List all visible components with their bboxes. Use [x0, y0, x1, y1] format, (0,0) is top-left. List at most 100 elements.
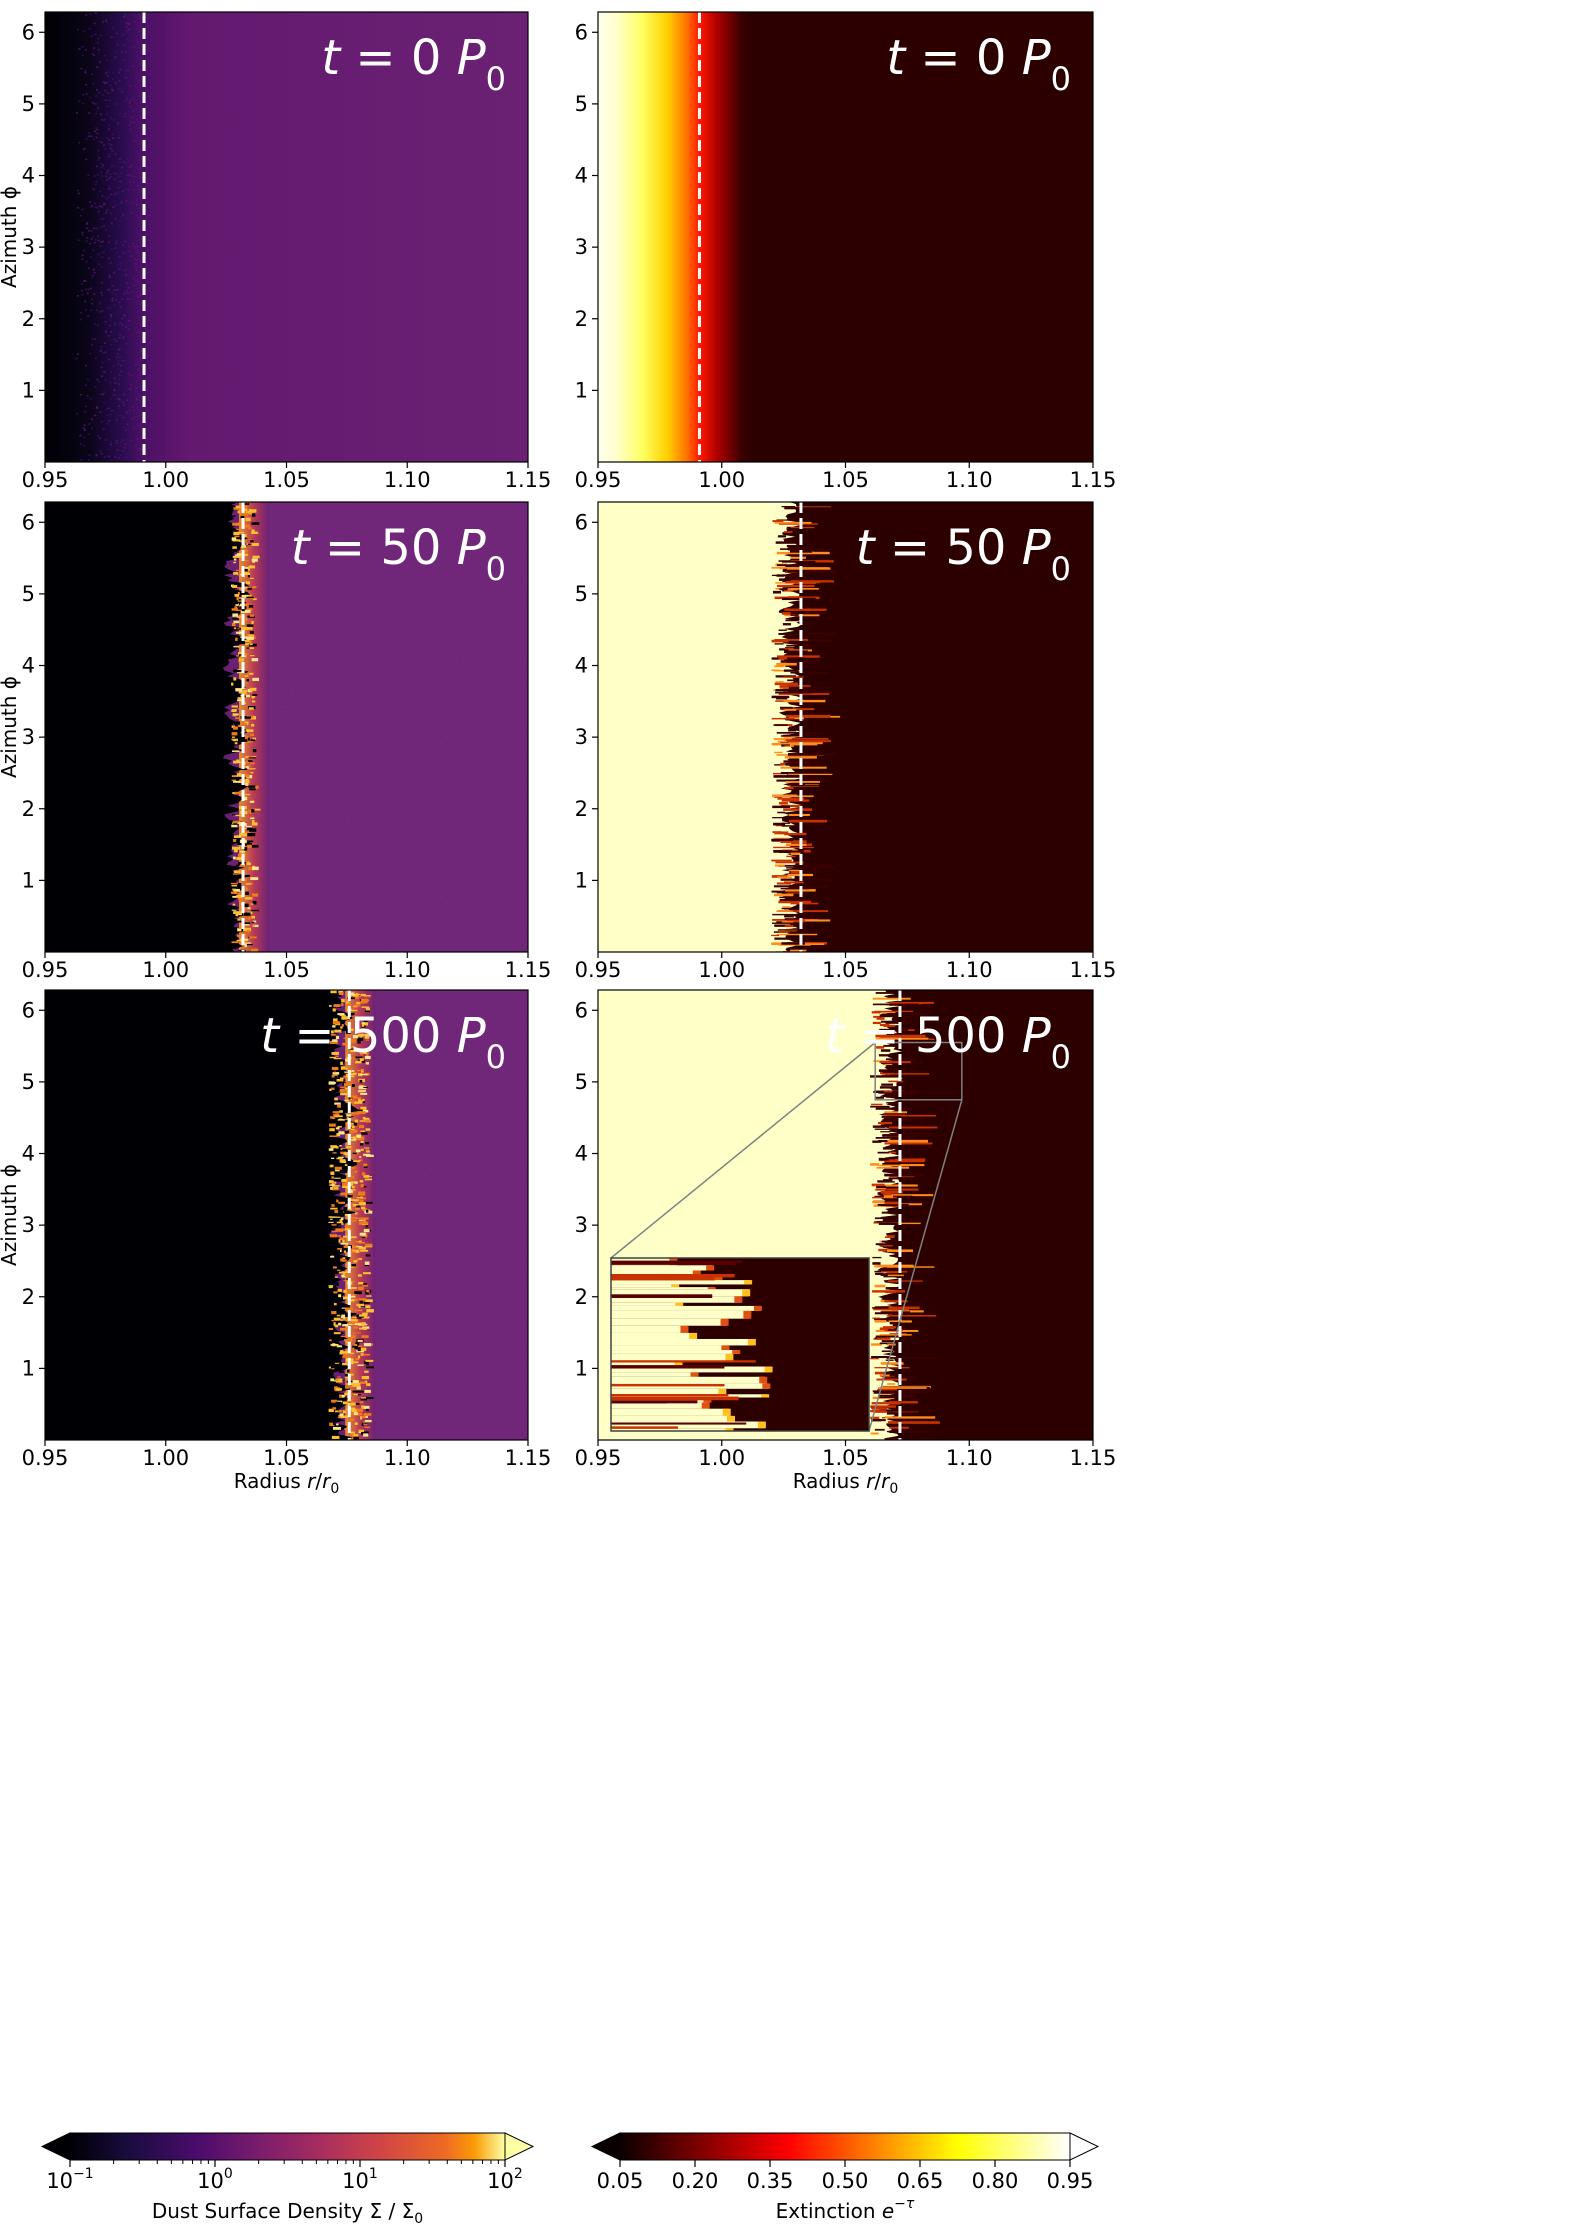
extinction-streak: [889, 1322, 901, 1325]
dust-clump: [338, 990, 344, 993]
density-speckle: [97, 106, 100, 109]
inset-finger-edge: [690, 1372, 699, 1377]
density-speckle: [113, 388, 116, 391]
inset-streak: [611, 1426, 678, 1429]
extinction-streak: [875, 1037, 929, 1040]
dust-clump: [252, 893, 259, 897]
density-speckle: [110, 248, 113, 250]
dust-clump: [347, 1352, 355, 1354]
dust-clump: [230, 882, 239, 885]
x-tick-label: 1.15: [505, 468, 552, 492]
dust-clump: [328, 1366, 331, 1369]
extinction-streak: [884, 1201, 900, 1205]
density-speckle: [147, 314, 150, 317]
density-speckle: [81, 293, 84, 296]
extinction-streak: [774, 833, 785, 835]
extinction-streak: [873, 1391, 915, 1394]
density-speckle: [125, 158, 128, 160]
density-speckle: [118, 405, 121, 407]
dust-clump: [247, 916, 251, 920]
density-speckle: [79, 443, 82, 445]
dust-clump: [328, 1216, 334, 1218]
dust-clump: [330, 1145, 337, 1148]
x-axis-label: Radius r/r0: [793, 1469, 899, 1497]
inset-finger-edge: [761, 1394, 770, 1398]
extinction-streak: [777, 929, 807, 931]
inset-streak: [611, 1276, 715, 1281]
dust-clump: [363, 1327, 367, 1330]
extinction-streak: [788, 729, 797, 732]
x-tick-label: 1.05: [263, 958, 310, 982]
density-speckle: [99, 411, 102, 414]
inset-finger-edge: [732, 1350, 741, 1354]
extinction-streak: [783, 737, 792, 740]
extinction-streak: [882, 1326, 897, 1329]
dust-clump: [347, 997, 355, 1000]
density-speckle: [99, 245, 102, 247]
density-speckle: [112, 337, 115, 340]
inset-finger: [611, 1421, 764, 1429]
dust-clump: [359, 1079, 363, 1083]
extinction-streak: [881, 1375, 895, 1378]
density-speckle: [115, 242, 118, 244]
density-speckle: [85, 240, 88, 242]
density-speckle: [118, 80, 121, 82]
density-speckle: [105, 175, 108, 178]
dust-clump: [330, 1256, 335, 1258]
extinction-streak: [780, 660, 819, 663]
dust-clump: [349, 1358, 354, 1362]
density-speckle: [130, 39, 133, 42]
dust-clump: [360, 1249, 369, 1252]
dust-clump: [352, 1332, 357, 1334]
dust-clump: [339, 1145, 342, 1147]
extinction-streak: [881, 1013, 929, 1016]
dust-clump: [329, 1228, 335, 1231]
dust-clump: [240, 574, 243, 576]
density-speckle: [111, 284, 114, 287]
dust-clump: [251, 723, 255, 727]
density-speckle: [134, 364, 137, 366]
density-speckle: [110, 166, 113, 168]
density-speckle: [127, 160, 130, 163]
density-speckle: [114, 322, 117, 325]
density-speckle: [140, 386, 143, 389]
dust-clump: [335, 1380, 343, 1383]
dust-clump: [247, 588, 252, 590]
density-field: [45, 12, 528, 462]
dust-clump: [238, 654, 243, 657]
density-speckle: [118, 374, 121, 376]
inset-finger-edge: [747, 1338, 756, 1346]
density-speckle: [133, 46, 136, 48]
density-speckle: [134, 246, 137, 249]
extinction-streak: [790, 671, 829, 674]
dust-clump: [331, 1255, 334, 1257]
extinction-streak: [788, 819, 828, 823]
dust-clump: [356, 1069, 364, 1072]
dust-clump: [243, 760, 249, 764]
dust-clump: [356, 1138, 364, 1140]
density-speckle: [132, 277, 135, 280]
dust-clump: [334, 1102, 341, 1105]
dust-clump: [331, 1176, 335, 1179]
density-speckle: [105, 179, 108, 181]
extinction-streak: [771, 838, 794, 841]
density-speckle: [117, 360, 120, 362]
density-speckle: [130, 374, 133, 377]
dust-clump: [341, 1394, 345, 1398]
density-speckle: [145, 415, 148, 418]
extinction-streak: [779, 578, 791, 581]
dust-clump: [252, 866, 259, 871]
dust-clump: [250, 733, 255, 736]
colorbar-tick-label: 0.80: [972, 2169, 1019, 2193]
dust-clump: [359, 1156, 362, 1158]
extinction-streak: [884, 1416, 936, 1419]
density-speckle: [146, 259, 149, 262]
inset-finger-edge: [725, 1353, 734, 1362]
extinction-streak: [772, 590, 782, 594]
dust-clump: [331, 1343, 339, 1346]
dust-clump: [351, 1186, 355, 1188]
dust-clump: [244, 912, 251, 916]
dust-clump: [344, 999, 351, 1001]
density-speckle: [126, 292, 129, 294]
